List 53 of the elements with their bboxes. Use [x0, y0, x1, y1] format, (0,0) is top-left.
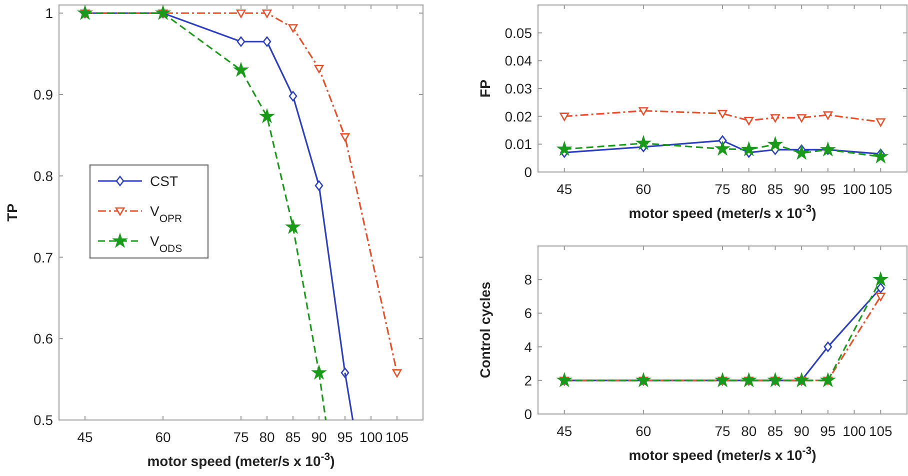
y-tick-label: 0: [524, 164, 532, 180]
y-tick-label: 0.5: [34, 412, 54, 428]
x-tick-label: 75: [714, 181, 730, 197]
x-tick-label: 60: [636, 181, 652, 197]
y-tick-label: 1: [45, 5, 54, 22]
x-tick-label: 105: [385, 429, 409, 445]
x-tick-label: 95: [820, 423, 836, 439]
y-tick-label: 0.01: [504, 136, 532, 152]
x-tick-label: 100: [842, 181, 866, 197]
y-tick-label: 0.9: [34, 86, 54, 103]
y-tick-label: 8: [524, 272, 532, 288]
x-tick-label: 60: [155, 429, 171, 445]
x-tick-label: 75: [233, 429, 249, 445]
x-tick-label: 80: [741, 423, 757, 439]
x-tick-label: 100: [842, 423, 866, 439]
y-axis-title: Control cycles: [477, 282, 493, 378]
x-tick-label: 90: [794, 181, 810, 197]
y-tick-label: 0.03: [504, 80, 532, 96]
x-tick-label: 80: [741, 181, 757, 197]
y-tick-label: 0: [524, 406, 532, 422]
x-axis-title: motor speed (meter/s x 10$^{-3}$): [628, 203, 816, 221]
y-tick-label: 0.8: [34, 168, 54, 184]
x-tick-label: 85: [767, 423, 784, 439]
y-tick-label: 2: [524, 372, 532, 388]
x-tick-label: 105: [868, 181, 893, 197]
y-tick-label: 4: [524, 338, 532, 355]
x-tick-label: 90: [311, 429, 327, 445]
y-axis-title: FP: [477, 80, 493, 98]
y-tick-label: 0.02: [504, 108, 532, 124]
x-tick-label: 85: [285, 429, 301, 445]
x-tick-label: 90: [794, 423, 810, 439]
x-tick-label: 45: [556, 423, 572, 439]
y-tick-label: 0.05: [504, 24, 532, 41]
x-tick-label: 45: [556, 181, 572, 197]
y-axis-title: TP: [4, 204, 20, 222]
x-tick-label: 75: [714, 423, 730, 439]
legend-label: CST: [150, 173, 178, 189]
x-axis-title: motor speed (meter/s x 10$^{-3}$): [147, 451, 335, 469]
y-tick-label: 6: [524, 305, 532, 322]
x-tick-label: 45: [77, 429, 93, 445]
y-tick-label: 0.7: [34, 249, 54, 266]
legend-label: V$_{OPR}$: [150, 203, 183, 225]
x-tick-label: 60: [636, 423, 652, 439]
x-tick-label: 95: [337, 429, 353, 445]
legend-label: V$_{ODS}$: [150, 233, 182, 255]
x-tick-label: 105: [868, 423, 893, 439]
x-tick-label: 100: [359, 429, 383, 445]
x-tick-label: 85: [767, 181, 784, 197]
x-tick-label: 80: [259, 429, 275, 445]
y-tick-label: 0.6: [34, 330, 54, 347]
x-axis-title: motor speed (meter/s x 10$^{-3}$): [628, 445, 816, 463]
y-tick-label: 0.04: [504, 52, 532, 69]
x-tick-label: 95: [820, 181, 836, 197]
